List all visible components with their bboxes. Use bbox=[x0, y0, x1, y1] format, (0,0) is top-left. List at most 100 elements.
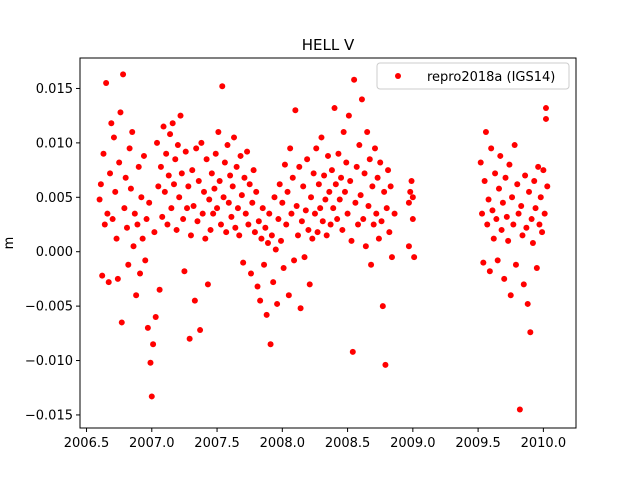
data-point bbox=[161, 188, 168, 195]
data-point bbox=[214, 205, 221, 212]
data-point bbox=[382, 361, 389, 368]
data-point bbox=[178, 170, 185, 177]
data-point bbox=[355, 221, 362, 228]
data-point bbox=[319, 218, 326, 225]
data-point bbox=[493, 216, 500, 223]
data-point bbox=[216, 177, 223, 184]
data-point bbox=[105, 279, 112, 286]
data-point bbox=[159, 213, 166, 220]
data-point bbox=[330, 205, 337, 212]
data-point bbox=[157, 163, 164, 170]
data-point bbox=[215, 129, 222, 135]
data-point bbox=[206, 196, 213, 203]
data-point bbox=[210, 210, 217, 217]
data-point bbox=[154, 139, 161, 146]
data-point bbox=[306, 281, 313, 288]
data-point bbox=[383, 205, 390, 212]
data-point bbox=[234, 205, 241, 212]
data-point bbox=[492, 170, 499, 177]
data-point bbox=[135, 163, 142, 170]
data-point bbox=[371, 145, 378, 152]
data-point bbox=[163, 150, 170, 157]
data-point bbox=[311, 210, 318, 217]
data-point bbox=[116, 159, 123, 166]
data-point bbox=[498, 226, 505, 233]
data-point bbox=[331, 105, 338, 112]
data-point bbox=[212, 150, 219, 157]
data-point bbox=[490, 235, 497, 242]
data-point bbox=[182, 148, 189, 155]
data-point bbox=[527, 329, 534, 336]
data-point bbox=[246, 181, 253, 188]
data-point bbox=[266, 210, 273, 217]
data-point bbox=[332, 181, 339, 188]
data-point bbox=[207, 226, 214, 233]
data-point bbox=[198, 139, 205, 146]
data-point bbox=[516, 406, 523, 413]
data-point bbox=[344, 210, 351, 217]
data-point bbox=[144, 324, 151, 331]
data-point bbox=[120, 71, 127, 78]
data-point bbox=[501, 275, 508, 282]
data-point bbox=[519, 232, 526, 239]
data-point bbox=[241, 174, 248, 181]
data-point bbox=[219, 83, 226, 90]
data-point bbox=[270, 279, 277, 286]
x-tick-label: 2006.5 bbox=[64, 436, 110, 451]
data-point bbox=[522, 172, 529, 179]
data-point bbox=[223, 229, 230, 236]
data-point bbox=[300, 183, 307, 190]
data-point bbox=[130, 243, 137, 250]
x-axis-ticks: 2006.5 2007.0 2007.5 2008.0 2008.5 2009.0 2009… bbox=[64, 428, 566, 451]
data-point bbox=[164, 221, 171, 228]
data-point bbox=[377, 159, 384, 166]
data-point bbox=[288, 210, 295, 217]
data-point bbox=[301, 254, 308, 261]
data-point bbox=[523, 224, 530, 231]
data-point bbox=[362, 243, 369, 250]
data-point bbox=[488, 145, 495, 152]
data-point bbox=[542, 115, 549, 122]
data-point bbox=[533, 265, 540, 272]
data-point bbox=[387, 183, 394, 190]
legend-box bbox=[376, 62, 570, 90]
data-point bbox=[249, 199, 256, 206]
data-point bbox=[173, 226, 180, 233]
data-point bbox=[253, 188, 260, 195]
data-point bbox=[225, 199, 232, 206]
data-point bbox=[310, 170, 317, 177]
data-point bbox=[96, 196, 103, 203]
plot-frame bbox=[79, 57, 577, 429]
data-point bbox=[176, 194, 183, 201]
data-point bbox=[229, 183, 236, 190]
data-point bbox=[224, 142, 231, 149]
data-point bbox=[325, 152, 331, 159]
data-point bbox=[131, 210, 138, 217]
data-point bbox=[520, 281, 527, 288]
data-point bbox=[180, 216, 187, 223]
data-point bbox=[240, 259, 247, 266]
data-point bbox=[211, 185, 218, 192]
data-point bbox=[150, 341, 157, 348]
data-point bbox=[373, 210, 380, 217]
data-point bbox=[271, 194, 278, 201]
y-axis-label: m bbox=[2, 237, 17, 250]
data-point bbox=[281, 161, 288, 168]
data-point bbox=[278, 237, 285, 244]
data-point bbox=[409, 194, 416, 201]
y-tick-label: −0.010 bbox=[25, 354, 73, 369]
y-tick-label: 0.015 bbox=[36, 82, 73, 97]
data-point bbox=[409, 216, 416, 223]
data-point bbox=[146, 199, 153, 206]
data-point bbox=[114, 275, 121, 282]
data-point bbox=[514, 181, 521, 188]
data-point bbox=[126, 145, 133, 152]
data-point bbox=[167, 131, 174, 138]
data-point bbox=[518, 203, 525, 209]
data-point bbox=[294, 232, 301, 239]
data-point bbox=[190, 203, 197, 209]
data-point bbox=[349, 348, 356, 355]
data-point bbox=[509, 194, 516, 201]
data-point bbox=[110, 134, 117, 141]
data-point bbox=[244, 148, 251, 155]
